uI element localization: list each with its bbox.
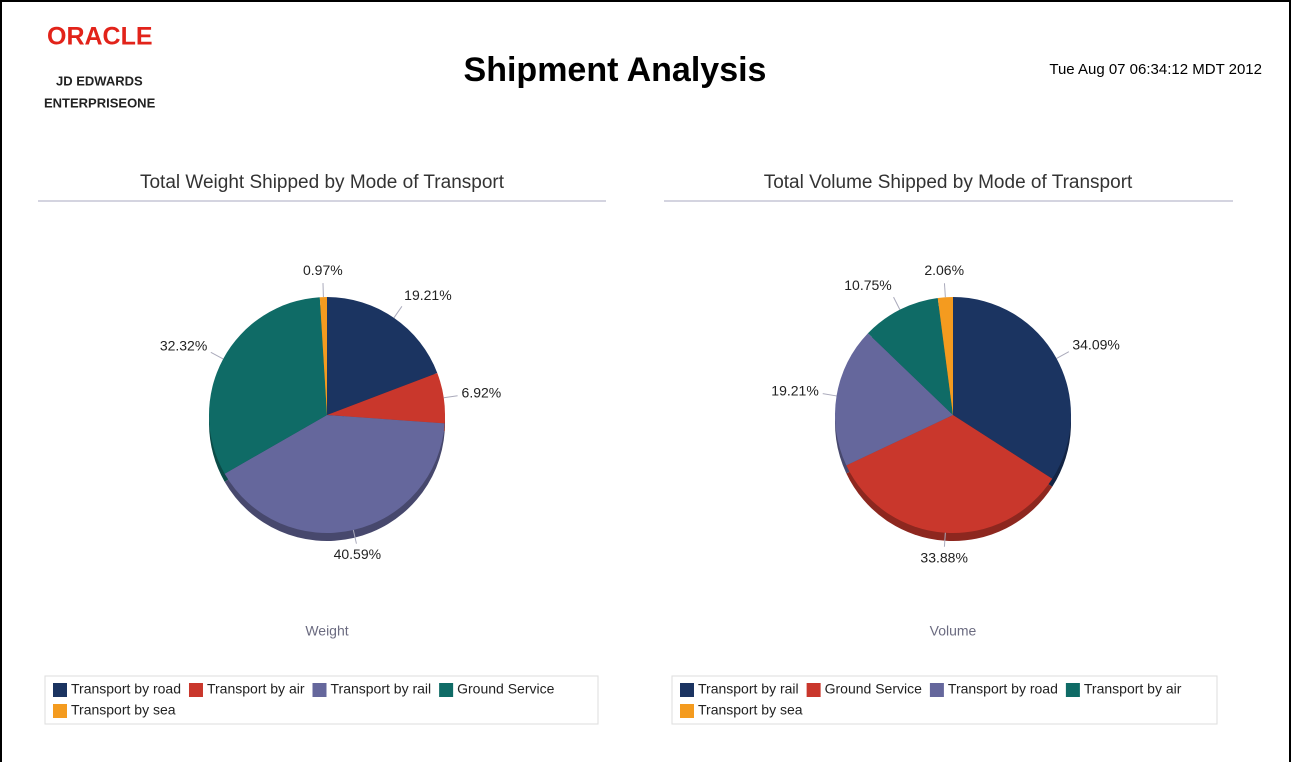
data-label: 0.97% bbox=[303, 262, 343, 278]
leader-line bbox=[1056, 351, 1070, 359]
slice bbox=[209, 297, 327, 474]
leader-line bbox=[893, 296, 901, 310]
legend-swatch bbox=[680, 683, 694, 697]
data-label: 32.32% bbox=[160, 337, 207, 353]
slice bbox=[224, 415, 445, 533]
leader-line bbox=[822, 393, 837, 397]
slice bbox=[327, 372, 445, 424]
page-title: Shipment Analysis bbox=[464, 51, 767, 89]
legend-label: Transport by air bbox=[207, 681, 305, 697]
leader-line bbox=[943, 283, 946, 298]
legend-label: Transport by rail bbox=[331, 681, 432, 697]
legend-swatch bbox=[312, 683, 327, 697]
leader-line bbox=[943, 532, 946, 547]
legend-label: Ground Service bbox=[457, 681, 554, 697]
data-label: 19.21% bbox=[771, 382, 818, 398]
legend-label: Transport by road bbox=[948, 681, 1058, 697]
legend-label: Transport by sea bbox=[698, 702, 803, 718]
slice bbox=[327, 297, 438, 415]
legend-label: Ground Service bbox=[825, 681, 922, 697]
axis-label: Weight bbox=[305, 623, 348, 639]
legend-label: Transport by air bbox=[1084, 681, 1182, 697]
legend-label: Transport by sea bbox=[71, 702, 176, 718]
chart-title: Total Volume Shipped by Mode of Transpor… bbox=[764, 172, 1133, 193]
slice bbox=[319, 297, 327, 415]
leader-line bbox=[352, 529, 357, 544]
legend-label: Transport by road bbox=[71, 681, 181, 697]
legend-swatch bbox=[53, 683, 67, 697]
timestamp: Tue Aug 07 06:34:12 MDT 2012 bbox=[1049, 61, 1262, 78]
slice bbox=[953, 297, 1071, 479]
legend-swatch bbox=[929, 683, 944, 697]
logo-line: JD EDWARDS bbox=[56, 73, 143, 88]
slice bbox=[846, 415, 1053, 534]
slice bbox=[867, 297, 953, 415]
data-label: 10.75% bbox=[844, 277, 891, 293]
legend-swatch bbox=[1065, 683, 1080, 697]
legend-box bbox=[671, 675, 1218, 725]
legend-swatch bbox=[53, 704, 67, 718]
legend-swatch bbox=[188, 683, 203, 697]
data-label: 34.09% bbox=[1072, 337, 1119, 353]
legend-label: Transport by rail bbox=[698, 681, 799, 697]
data-label: 2.06% bbox=[924, 262, 964, 278]
data-label: 33.88% bbox=[920, 549, 967, 565]
chart-title: Total Weight Shipped by Mode of Transpor… bbox=[140, 172, 505, 193]
slice bbox=[835, 333, 953, 466]
logo-line: ENTERPRISEONE bbox=[44, 95, 156, 110]
leader-line bbox=[210, 351, 224, 360]
legend-swatch bbox=[806, 683, 821, 697]
data-label: 6.92% bbox=[462, 385, 502, 401]
axis-label: Volume bbox=[930, 623, 977, 639]
legend-swatch bbox=[439, 683, 454, 697]
data-label: 40.59% bbox=[334, 546, 381, 562]
slice bbox=[937, 297, 953, 415]
leader-line bbox=[443, 395, 458, 399]
logo: ORACLE bbox=[47, 23, 153, 51]
legend-swatch bbox=[680, 704, 694, 718]
leader-line bbox=[393, 306, 403, 319]
data-label: 19.21% bbox=[404, 287, 451, 303]
